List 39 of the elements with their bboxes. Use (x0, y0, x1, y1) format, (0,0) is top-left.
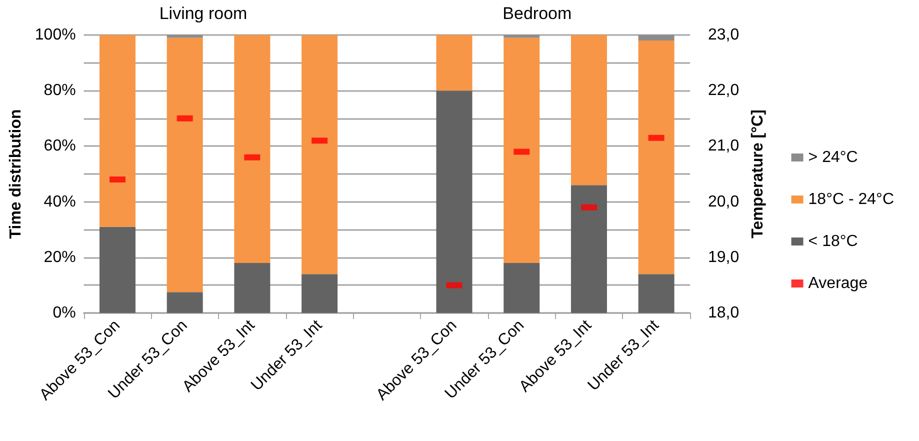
legend-label: 18°C - 24°C (808, 191, 894, 208)
bar (166, 292, 203, 313)
y-tick-label: 100% (34, 26, 76, 44)
bar (638, 40, 674, 274)
y2-tick-label: 20,0 (708, 193, 740, 210)
legend-label: > 24°C (808, 149, 858, 166)
text: Living room (159, 4, 248, 23)
bar (166, 38, 203, 292)
y-tick-label: 40% (44, 193, 76, 210)
bar (100, 226, 136, 313)
y-tick-label: 0% (52, 304, 76, 322)
y-axis-title: Time distribution (8, 109, 24, 239)
legend-label: < 18°C (808, 233, 858, 250)
y-tick-label: 80% (44, 82, 76, 100)
bar (436, 90, 472, 313)
bar (638, 274, 674, 313)
bar (504, 35, 540, 38)
bar (504, 262, 540, 313)
bar (234, 262, 270, 313)
text: Bedroom (502, 4, 572, 23)
y2-tick-label: 22,0 (708, 82, 740, 100)
bar (100, 35, 136, 227)
bar (302, 274, 338, 313)
bar (570, 185, 607, 313)
bar (436, 35, 472, 91)
bar (504, 38, 540, 263)
y2-tick-label: 18,0 (708, 304, 740, 322)
legend-label: Average (808, 275, 868, 292)
y2-tick-label: 19,0 (708, 248, 740, 266)
y2-axis-title: Temperature [°C] (750, 110, 767, 238)
bar (570, 35, 607, 186)
y2-tick-label: 23,0 (708, 26, 740, 44)
y-tick-label: 20% (44, 248, 76, 266)
y-tick-label: 60% (44, 138, 76, 155)
bar (302, 35, 338, 274)
bar (166, 35, 203, 38)
bar (234, 35, 270, 263)
bar (638, 35, 674, 41)
y2-tick-label: 21,0 (708, 138, 740, 155)
